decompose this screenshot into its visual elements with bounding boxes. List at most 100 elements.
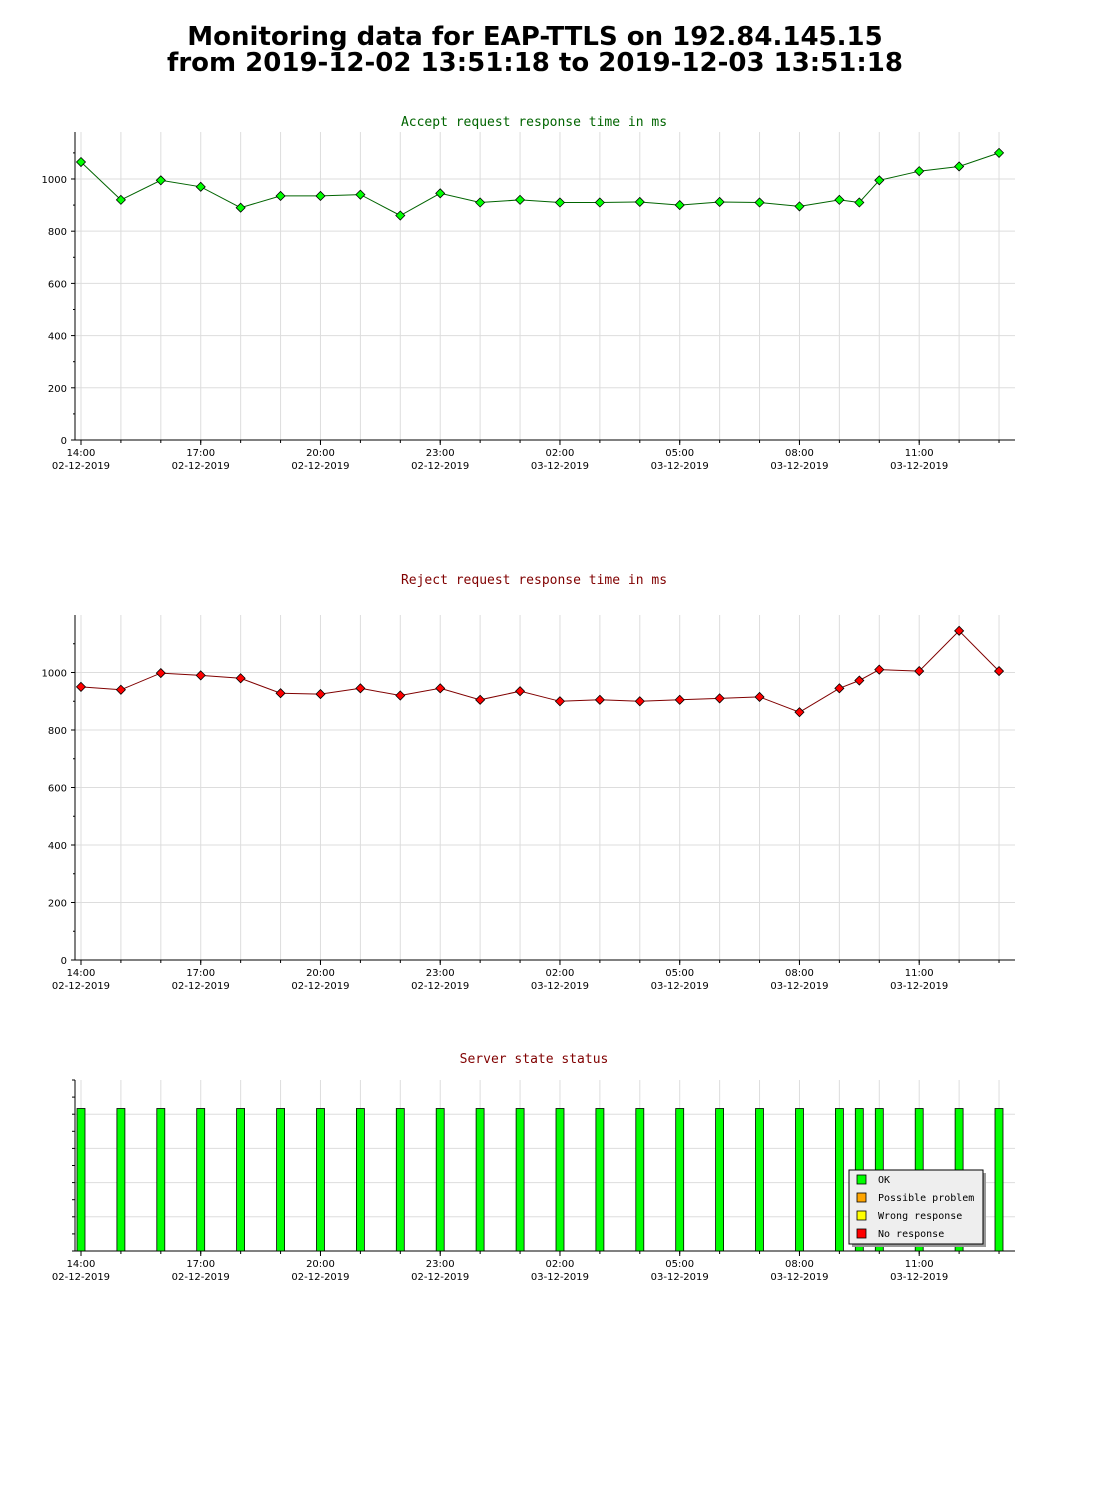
series-line <box>80 152 1000 217</box>
data-point <box>475 694 486 705</box>
legend-swatch <box>856 1192 867 1203</box>
x-tick-label-time: 14:00 <box>67 448 96 459</box>
y-tick-label: 800 <box>48 726 67 737</box>
data-point <box>634 696 645 707</box>
legend-label: No response <box>878 1229 944 1240</box>
data-point <box>435 683 446 694</box>
data-point <box>674 200 685 211</box>
x-tick-label-date: 03-12-2019 <box>531 1272 589 1283</box>
data-point <box>594 197 605 208</box>
y-tick-label: 400 <box>48 332 67 343</box>
legend-swatch <box>856 1210 867 1221</box>
data-point <box>834 683 845 694</box>
data-point <box>714 693 725 704</box>
legend-label: Wrong response <box>878 1211 962 1222</box>
data-point <box>435 188 446 199</box>
x-tick-label-date: 02-12-2019 <box>52 461 110 472</box>
x-tick-label-time: 23:00 <box>426 1259 455 1270</box>
x-tick-label-date: 02-12-2019 <box>411 461 469 472</box>
status-bar <box>156 1108 166 1252</box>
x-tick-label-date: 02-12-2019 <box>172 1272 230 1283</box>
page-title-line-2: from 2019-12-02 13:51:18 to 2019-12-03 1… <box>167 48 903 78</box>
y-tick-label: 1000 <box>42 175 67 186</box>
data-point <box>834 194 845 205</box>
x-tick-label-date: 02-12-2019 <box>411 1272 469 1283</box>
data-point <box>794 201 805 212</box>
data-point <box>754 197 765 208</box>
data-point <box>554 696 566 707</box>
y-tick-label: 1000 <box>42 669 67 680</box>
data-point <box>954 625 965 636</box>
x-tick-label-time: 05:00 <box>665 968 694 979</box>
x-tick-label-time: 14:00 <box>67 968 96 979</box>
page-title-line-1: Monitoring data for EAP-TTLS on 192.84.1… <box>187 22 883 52</box>
legend-swatch <box>856 1174 867 1185</box>
status-bar <box>236 1108 246 1252</box>
legend <box>848 1169 984 1245</box>
x-tick-label-date: 03-12-2019 <box>890 461 948 472</box>
x-tick-label-time: 23:00 <box>426 448 455 459</box>
x-tick-label-date: 02-12-2019 <box>291 1272 349 1283</box>
chart-reject: Reject request response time in ms 0 200 40… <box>42 573 1015 992</box>
x-tick-label-time: 11:00 <box>905 448 934 459</box>
x-tick-label-time: 20:00 <box>306 1259 335 1270</box>
data-point <box>993 147 1005 158</box>
y-tick-label: 0 <box>61 436 67 447</box>
x-tick-label-time: 23:00 <box>426 968 455 979</box>
y-tick-label: 200 <box>48 384 67 395</box>
chart-title: Server state status <box>460 1052 609 1067</box>
x-tick-label-time: 17:00 <box>186 968 215 979</box>
status-bar <box>475 1108 485 1252</box>
data-point <box>315 688 326 700</box>
data-point <box>195 181 206 192</box>
x-tick-label-time: 11:00 <box>905 968 934 979</box>
data-point <box>195 670 206 681</box>
data-point <box>954 161 965 172</box>
data-point <box>794 707 805 718</box>
x-tick-label-time: 05:00 <box>665 1259 694 1270</box>
data-point <box>594 694 605 705</box>
x-tick-label-date: 02-12-2019 <box>291 461 349 472</box>
data-point <box>395 210 406 221</box>
data-point <box>75 156 87 168</box>
x-tick-label-date: 03-12-2019 <box>531 981 589 992</box>
data-point <box>754 691 765 703</box>
status-bar <box>835 1108 844 1252</box>
status-bar <box>196 1108 206 1252</box>
data-point <box>115 194 126 205</box>
chart-title: Reject request response time in ms <box>401 573 667 588</box>
x-tick-label-date: 02-12-2019 <box>52 1272 110 1283</box>
data-point <box>315 190 326 202</box>
data-point <box>874 664 885 675</box>
data-point <box>235 673 246 684</box>
y-tick-label: 800 <box>48 227 67 238</box>
x-tick-label-time: 02:00 <box>546 968 575 979</box>
x-tick-label-time: 17:00 <box>186 448 215 459</box>
x-tick-label-date: 03-12-2019 <box>770 461 828 472</box>
legend-swatch <box>856 1228 867 1239</box>
status-bar <box>435 1108 445 1252</box>
data-point <box>554 197 566 208</box>
status-bar <box>994 1108 1004 1252</box>
chart-accept: Accept request response time in ms 0 200 40… <box>42 115 1015 472</box>
status-bar <box>795 1108 804 1252</box>
data-point <box>395 690 406 701</box>
data-point <box>854 197 865 208</box>
x-tick-label-time: 14:00 <box>67 1259 96 1270</box>
data-point <box>155 668 166 679</box>
x-tick-label-time: 08:00 <box>785 1259 814 1270</box>
x-tick-label-time: 20:00 <box>306 448 335 459</box>
x-tick-label-date: 02-12-2019 <box>411 981 469 992</box>
status-bar <box>715 1108 724 1252</box>
x-tick-label-date: 03-12-2019 <box>651 981 709 992</box>
data-point <box>634 196 645 208</box>
y-tick-label: 200 <box>48 899 67 910</box>
x-tick-label-time: 17:00 <box>186 1259 215 1270</box>
status-bar <box>555 1108 565 1252</box>
data-point <box>275 688 286 699</box>
data-point <box>514 194 526 205</box>
data-point <box>235 202 246 213</box>
page-title: Monitoring data for EAP-TTLS on 192.84.1… <box>0 24 1070 76</box>
data-point <box>914 665 925 677</box>
data-point <box>874 175 885 186</box>
